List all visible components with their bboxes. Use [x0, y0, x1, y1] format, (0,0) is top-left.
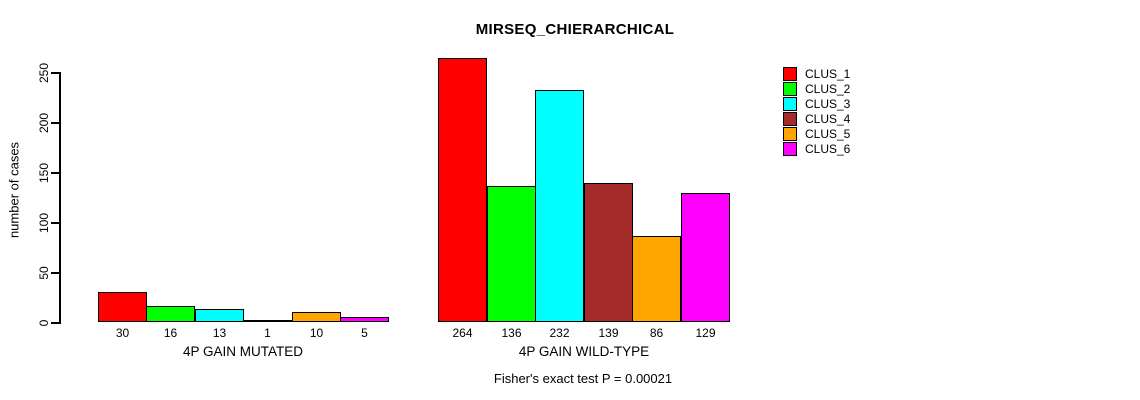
bar-value-label: 139: [598, 326, 619, 340]
legend-label: CLUS_1: [805, 66, 851, 81]
y-tick-mark: [51, 172, 59, 174]
y-tick-mark: [51, 272, 59, 274]
legend-swatch-icon: [783, 81, 797, 96]
y-tick-label: 200: [37, 112, 51, 134]
legend-swatch-icon: [783, 126, 797, 141]
y-tick-label: 150: [37, 162, 51, 184]
legend-label: CLUS_3: [805, 96, 851, 111]
chart-title: MIRSEQ_CHIERARCHICAL: [475, 21, 675, 38]
bar-value-label: 136: [501, 326, 522, 340]
bar-value-label: 10: [309, 326, 324, 340]
legend-swatch-icon: [783, 96, 797, 111]
bar-clus_4-wildtype: [584, 183, 633, 322]
legend-label: CLUS_4: [805, 111, 851, 126]
legend-item-clus_2: CLUS_2: [783, 81, 850, 96]
legend-label: CLUS_2: [805, 81, 851, 96]
y-axis-line: [59, 72, 61, 324]
bar-value-label: 129: [695, 326, 716, 340]
legend-label: CLUS_5: [805, 126, 851, 141]
bar-value-label: 264: [452, 326, 473, 340]
legend-item-clus_6: CLUS_6: [783, 141, 850, 156]
bar-clus_6-wildtype: [681, 193, 730, 322]
legend-item-clus_3: CLUS_3: [783, 96, 850, 111]
legend-item-clus_5: CLUS_5: [783, 126, 850, 141]
bar-clus_1-wildtype: [438, 58, 487, 322]
x-group-label: 4P GAIN MUTATED: [182, 344, 304, 359]
y-tick-mark: [51, 322, 59, 324]
legend-label: CLUS_6: [805, 141, 851, 156]
y-tick-label: 0: [37, 319, 51, 327]
legend-swatch-icon: [783, 66, 797, 81]
x-group-label: 4P GAIN WILD-TYPE: [518, 344, 650, 359]
y-tick-label: 100: [37, 212, 51, 234]
y-tick-label: 250: [37, 62, 51, 84]
bar-clus_3-mutated: [195, 309, 244, 322]
y-axis-label: number of cases: [6, 141, 22, 239]
bar-clus_1-mutated: [98, 292, 147, 322]
y-tick-mark: [51, 72, 59, 74]
bar-value-label: 13: [212, 326, 227, 340]
y-tick-mark: [51, 222, 59, 224]
legend-item-clus_4: CLUS_4: [783, 111, 850, 126]
bar-clus_4-mutated: [243, 320, 292, 322]
legend-item-clus_1: CLUS_1: [783, 66, 850, 81]
bar-clus_2-wildtype: [487, 186, 536, 322]
bar-clus_5-wildtype: [632, 236, 681, 322]
legend-swatch-icon: [783, 111, 797, 126]
bar-value-label: 86: [649, 326, 664, 340]
bar-clus_6-mutated: [340, 317, 389, 322]
bar-value-label: 232: [549, 326, 570, 340]
bar-clus_2-mutated: [146, 306, 195, 322]
legend-swatch-icon: [783, 141, 797, 156]
y-tick-mark: [51, 122, 59, 124]
bar-value-label: 16: [163, 326, 178, 340]
caption: Fisher's exact test P = 0.00021: [493, 371, 673, 386]
bar-value-label: 1: [264, 326, 271, 340]
bar-value-label: 5: [361, 326, 368, 340]
y-tick-label: 50: [37, 266, 51, 280]
bar-clus_5-mutated: [292, 312, 341, 322]
legend: CLUS_1 CLUS_2 CLUS_3 CLUS_4 CLUS_5 CLUS_6: [783, 66, 850, 156]
bar-value-label: 30: [115, 326, 130, 340]
bar-clus_3-wildtype: [535, 90, 584, 322]
